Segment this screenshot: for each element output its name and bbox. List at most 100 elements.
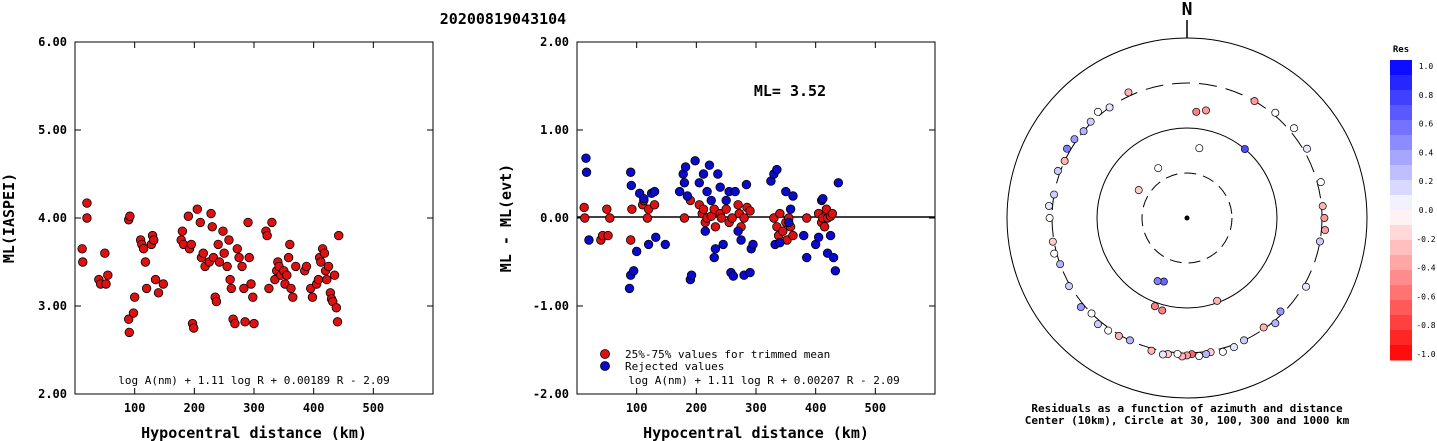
colorbar-title: Res bbox=[1393, 45, 1409, 55]
colorbar-cells bbox=[1390, 60, 1412, 361]
accepted-point bbox=[716, 213, 727, 223]
station-residual-point bbox=[1105, 103, 1114, 112]
accepted-point bbox=[733, 200, 743, 210]
accepted-point bbox=[128, 308, 139, 318]
station-residual-point bbox=[1213, 296, 1222, 305]
y-tick-label: 2.00 bbox=[540, 35, 569, 49]
colorbar-tick-label: 0.4 bbox=[1419, 148, 1434, 157]
accepted-point bbox=[218, 226, 228, 236]
accepted-point bbox=[322, 274, 332, 285]
accepted-point bbox=[82, 198, 92, 208]
rejected-point bbox=[698, 169, 709, 179]
rejected-point bbox=[721, 195, 731, 206]
rejected-point bbox=[674, 186, 685, 197]
colorbar-tick-label: -0.6 bbox=[1416, 292, 1435, 301]
station-residual-point bbox=[1230, 343, 1238, 352]
station-residual-point bbox=[1125, 336, 1134, 345]
rejected-point bbox=[700, 226, 710, 236]
accepted-point bbox=[153, 288, 164, 298]
y-tick-labels: -2.00 -1.00 0.00 1.00 2.00 bbox=[533, 35, 935, 401]
station-residual-point bbox=[1070, 135, 1079, 144]
page-title: 20200819043104 bbox=[440, 10, 566, 28]
accepted-point bbox=[211, 296, 222, 307]
colorbar-cell bbox=[1390, 210, 1412, 226]
x-tick-label: 500 bbox=[362, 401, 384, 415]
rejected-point bbox=[628, 266, 639, 276]
north-label: N bbox=[1182, 0, 1193, 20]
station-residual-point bbox=[1045, 201, 1053, 210]
colorbar-cell bbox=[1390, 150, 1412, 166]
rejected-point bbox=[706, 195, 716, 206]
rejected-point bbox=[830, 266, 841, 276]
accepted-point bbox=[332, 317, 343, 327]
colorbar-tick-label: 0.8 bbox=[1419, 91, 1434, 100]
colorbar-tick-label: 0.2 bbox=[1419, 177, 1434, 186]
station-residual-point bbox=[1195, 144, 1204, 153]
accepted-point bbox=[100, 248, 110, 258]
accepted-point bbox=[183, 211, 194, 221]
accepted-point bbox=[775, 208, 785, 219]
station-residual-point bbox=[1173, 349, 1182, 358]
y-tick-label: 5.00 bbox=[38, 123, 67, 137]
colorbar-cell bbox=[1390, 90, 1412, 106]
accepted-point bbox=[232, 244, 242, 254]
data-points bbox=[77, 198, 344, 338]
x-axis-label: Hypocentral distance (km) bbox=[141, 424, 367, 441]
station-residual-point bbox=[1154, 164, 1163, 173]
rejected-point bbox=[682, 191, 693, 201]
formula-annotation: log A(nm) + 1.11 log R + 0.00189 R - 2.0… bbox=[118, 374, 390, 387]
rejected-point bbox=[736, 235, 746, 245]
accepted-point bbox=[605, 213, 615, 223]
accepted-point bbox=[301, 261, 312, 272]
x-tick-label: 400 bbox=[303, 401, 325, 415]
y-axis-label: ML(IASPEI) bbox=[0, 173, 18, 263]
y-tick-label: -1.00 bbox=[533, 299, 569, 313]
x-tick-label: 100 bbox=[626, 401, 648, 415]
rejected-point bbox=[651, 232, 661, 243]
station-residual-point bbox=[1153, 277, 1162, 286]
rejected-point bbox=[715, 182, 725, 192]
x-tick-labels: 100 200 300 400 500 bbox=[124, 42, 384, 415]
accepted-point bbox=[103, 270, 113, 280]
ring-1000km bbox=[1006, 37, 1368, 399]
accepted-point bbox=[788, 230, 798, 241]
colorbar-tick-label: 1.0 bbox=[1419, 62, 1434, 71]
rejected-point bbox=[748, 239, 758, 250]
x-tick-label: 400 bbox=[805, 401, 827, 415]
x-axis-label: Hypocentral distance (km) bbox=[643, 424, 869, 441]
accepted-point bbox=[78, 257, 88, 267]
accepted-point bbox=[138, 244, 149, 254]
accepted-point bbox=[158, 279, 169, 289]
colorbar-cell bbox=[1390, 345, 1412, 361]
accepted-point bbox=[602, 204, 612, 214]
accepted-point bbox=[141, 283, 152, 294]
colorbar-cell bbox=[1390, 180, 1412, 196]
rejected-point bbox=[713, 169, 723, 179]
y-axis-label: ML - ML(evt) bbox=[497, 164, 515, 272]
accepted-point bbox=[189, 323, 199, 333]
accepted-point bbox=[642, 213, 653, 223]
station-residual-point bbox=[1240, 336, 1249, 345]
accepted-point bbox=[239, 283, 249, 294]
station-residual-point bbox=[1202, 350, 1211, 359]
colorbar-tick-label: 0.6 bbox=[1419, 120, 1434, 129]
accepted-point bbox=[721, 204, 731, 214]
colorbar-cell bbox=[1390, 270, 1412, 286]
accepted-point bbox=[123, 314, 134, 324]
rejected-point bbox=[631, 246, 642, 257]
accepted-point bbox=[603, 230, 613, 241]
colorbar-cell bbox=[1390, 330, 1412, 346]
residual-colorbar: Res 1.0 0.8 0.6 0.4 0.2 0.0 -0.2 -0.4 -0.6 -0.8 -1… bbox=[1390, 45, 1436, 361]
station-residual-point bbox=[1259, 323, 1268, 332]
station-residual-point bbox=[1271, 319, 1280, 328]
accepted-point bbox=[230, 318, 240, 329]
colorbar-cell bbox=[1390, 285, 1412, 301]
colorbar-tick-label: -0.8 bbox=[1416, 321, 1435, 330]
station-residual-point bbox=[1158, 306, 1167, 315]
accepted-point bbox=[129, 292, 140, 302]
rejected-point bbox=[733, 226, 743, 236]
accepted-point bbox=[679, 213, 690, 223]
formula-annotation: log A(nm) + 1.11 log R + 0.00207 R - 2.0… bbox=[628, 374, 900, 387]
station-residual-point bbox=[1320, 214, 1329, 222]
station-residual-point bbox=[1218, 347, 1227, 356]
